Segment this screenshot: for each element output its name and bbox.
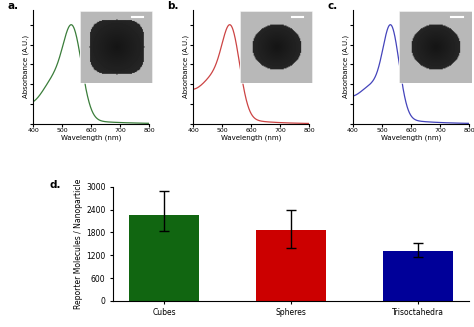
X-axis label: Wavelength (nm): Wavelength (nm) bbox=[61, 134, 121, 141]
Text: a.: a. bbox=[8, 1, 18, 11]
Text: b.: b. bbox=[167, 1, 179, 11]
Y-axis label: Absorbance (A.U.): Absorbance (A.U.) bbox=[342, 35, 349, 98]
Text: d.: d. bbox=[49, 180, 61, 190]
Y-axis label: Reporter Molecules / Nanoparticle: Reporter Molecules / Nanoparticle bbox=[74, 179, 83, 309]
Y-axis label: Absorbance (A.U.): Absorbance (A.U.) bbox=[182, 35, 189, 98]
Bar bbox=[256, 230, 326, 301]
X-axis label: Wavelength (nm): Wavelength (nm) bbox=[221, 134, 282, 141]
Text: c.: c. bbox=[328, 1, 337, 11]
Y-axis label: Absorbance (A.U.): Absorbance (A.U.) bbox=[22, 35, 29, 98]
Bar bbox=[383, 251, 453, 301]
Bar bbox=[129, 215, 199, 301]
X-axis label: Wavelength (nm): Wavelength (nm) bbox=[381, 134, 441, 141]
